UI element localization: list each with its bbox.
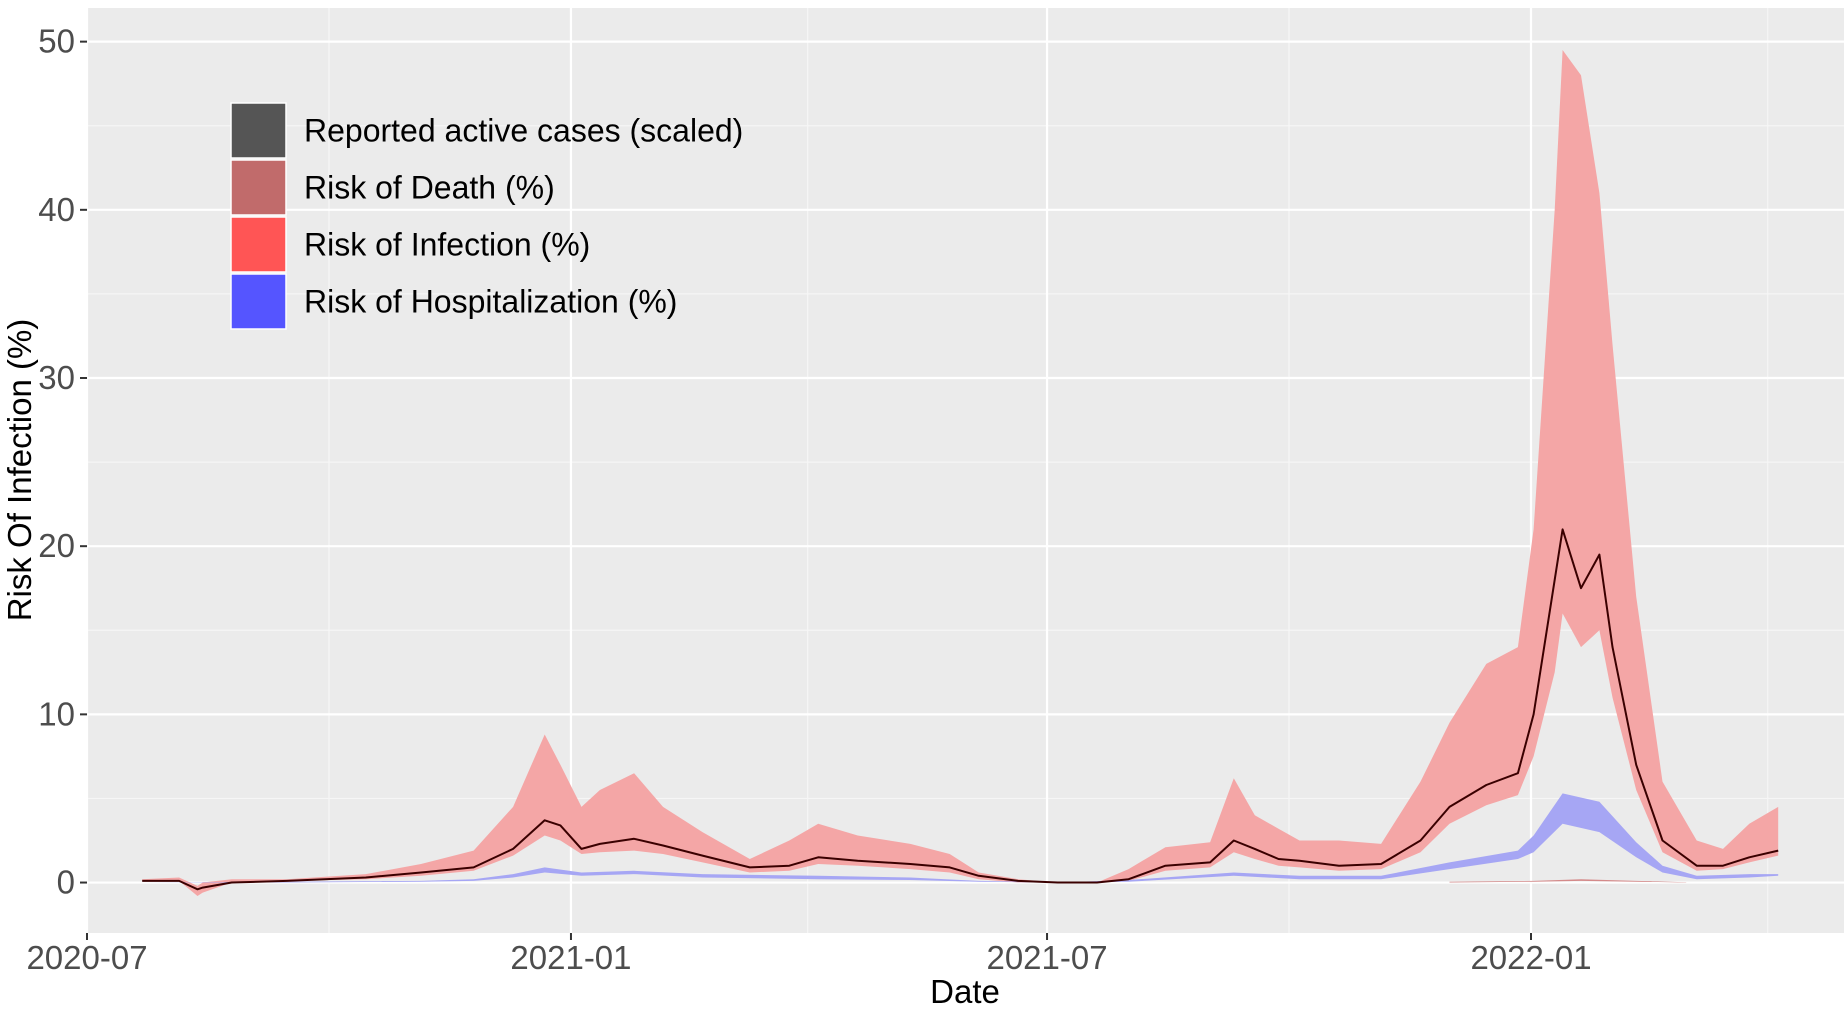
legend-label: Risk of Infection (%) xyxy=(304,227,590,263)
legend-key xyxy=(230,159,287,216)
y-tick-label: 30 xyxy=(38,359,75,396)
y-axis-title: Risk Of Infection (%) xyxy=(1,319,38,622)
y-tick-label: 20 xyxy=(38,527,75,564)
legend-label: Risk of Death (%) xyxy=(304,170,555,206)
gridlines xyxy=(85,8,1844,933)
x-tick-label: 2020-07 xyxy=(26,939,147,976)
legend-label: Risk of Hospitalization (%) xyxy=(304,284,677,320)
x-axis-title: Date xyxy=(930,973,1000,1010)
y-tick-label: 40 xyxy=(38,191,75,228)
x-tick-label: 2021-07 xyxy=(986,939,1107,976)
reported-active-cases-line xyxy=(142,528,1779,891)
y-tick-label: 0 xyxy=(57,864,75,901)
legend: Reported active cases (scaled) Risk of De… xyxy=(230,102,743,330)
axes: 0 10 20 30 40 50 2020-07 2021-01 2021-07 2022-01 xyxy=(26,23,1591,976)
x-tick-label: 2022-01 xyxy=(1470,939,1591,976)
series-layer xyxy=(142,50,1779,896)
legend-key xyxy=(230,216,287,273)
risk-of-death-band xyxy=(1449,879,1687,883)
legend-key xyxy=(230,102,287,159)
y-tick-label: 10 xyxy=(38,695,75,732)
x-tick-label: 2021-01 xyxy=(510,939,631,976)
y-tick-label: 50 xyxy=(38,23,75,60)
legend-key xyxy=(230,273,287,330)
legend-label: Reported active cases (scaled) xyxy=(304,113,743,149)
